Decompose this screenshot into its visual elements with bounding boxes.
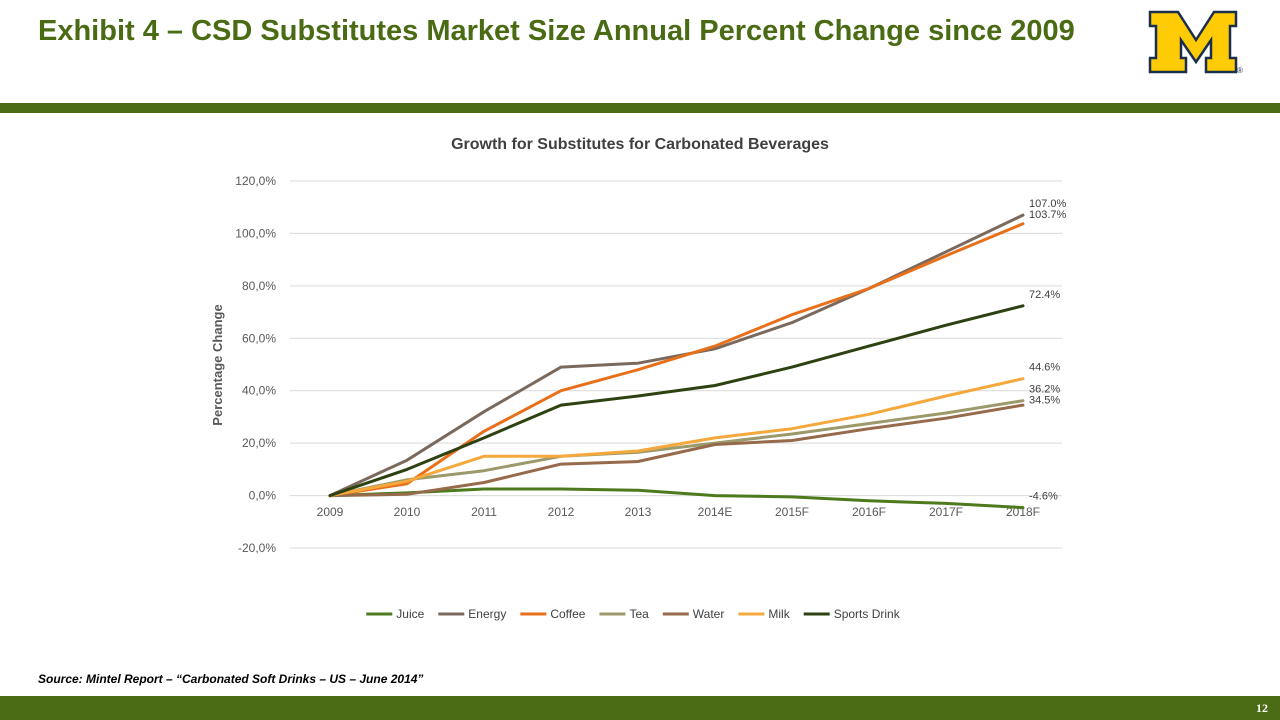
source-note: Source: Mintel Report – “Carbonated Soft… [38, 672, 424, 686]
series-line-water [328, 403, 1025, 498]
logo-m-shape [1148, 10, 1238, 74]
legend-label-milk: Milk [768, 607, 790, 621]
data-label: 34.5% [1029, 395, 1060, 407]
legend-label-coffee: Coffee [550, 607, 585, 621]
series-line-tea [328, 399, 1025, 498]
university-m-logo: ® [1148, 10, 1243, 75]
data-label: 44.6% [1029, 362, 1060, 374]
series-line-juice [328, 487, 1025, 510]
y-tick-label: 120,0% [235, 174, 276, 188]
series-lines [328, 213, 1025, 510]
y-axis-ticks: 120,0% 100,0% 80,0% 60,0% 40,0% 20,0% 0,0% -20,… [235, 174, 276, 555]
y-tick-label: -20,0% [238, 541, 276, 555]
page-number: 12 [1256, 701, 1268, 715]
x-tick-label: 2016F [852, 505, 886, 519]
series-line-coffee [328, 222, 1025, 498]
y-axis-label: Percentage Change [210, 304, 225, 425]
slide-title: Exhibit 4 – CSD Substitutes Market Size … [38, 15, 1075, 47]
legend-label-sports-drink: Sports Drink [834, 607, 901, 621]
y-tick-label: 60,0% [242, 331, 276, 345]
logo-registered-mark: ® [1237, 66, 1243, 75]
legend-label-water: Water [693, 607, 725, 621]
legend-label-juice: Juice [396, 607, 424, 621]
chart-title: Growth for Substitutes for Carbonated Be… [451, 136, 829, 153]
x-tick-label: 2012 [548, 505, 575, 519]
data-label: 36.2% [1029, 384, 1060, 396]
legend-label-energy: Energy [468, 607, 506, 621]
data-label: 72.4% [1029, 289, 1060, 301]
line-chart: Growth for Substitutes for Carbonated Be… [210, 136, 1067, 621]
data-label: 107.0% [1029, 198, 1067, 210]
header-divider [0, 103, 1280, 113]
end-labels: 107.0%103.7% 72.4% 44.6% 36.2%34.5% -4.6% [1029, 198, 1067, 503]
x-axis-ticks: 2009 2010 2011 2012 2013 2014E 2015F 2016F 2017F… [317, 505, 1040, 519]
data-label: 103.7% [1029, 209, 1067, 221]
series-line-sports-drink [328, 304, 1025, 498]
legend-label-tea: Tea [629, 607, 649, 621]
x-tick-label: 2010 [394, 505, 421, 519]
series-line-energy [328, 213, 1025, 498]
footer-bar: 12 [0, 696, 1280, 720]
y-tick-label: 100,0% [235, 226, 276, 240]
data-label: -4.6% [1029, 491, 1058, 503]
x-tick-label: 2013 [625, 505, 652, 519]
x-tick-label: 2014E [698, 505, 733, 519]
legend: Juice Energy Coffee Tea Water Milk Sports Drin… [366, 607, 901, 621]
y-tick-label: 0,0% [249, 489, 277, 503]
y-tick-label: 40,0% [242, 384, 276, 398]
y-tick-label: 80,0% [242, 279, 276, 293]
x-tick-label: 2009 [317, 505, 344, 519]
series-line-milk [328, 377, 1025, 498]
x-tick-label: 2017F [929, 505, 963, 519]
y-tick-label: 20,0% [242, 436, 276, 450]
x-tick-label: 2011 [471, 505, 497, 519]
x-tick-label: 2015F [775, 505, 809, 519]
